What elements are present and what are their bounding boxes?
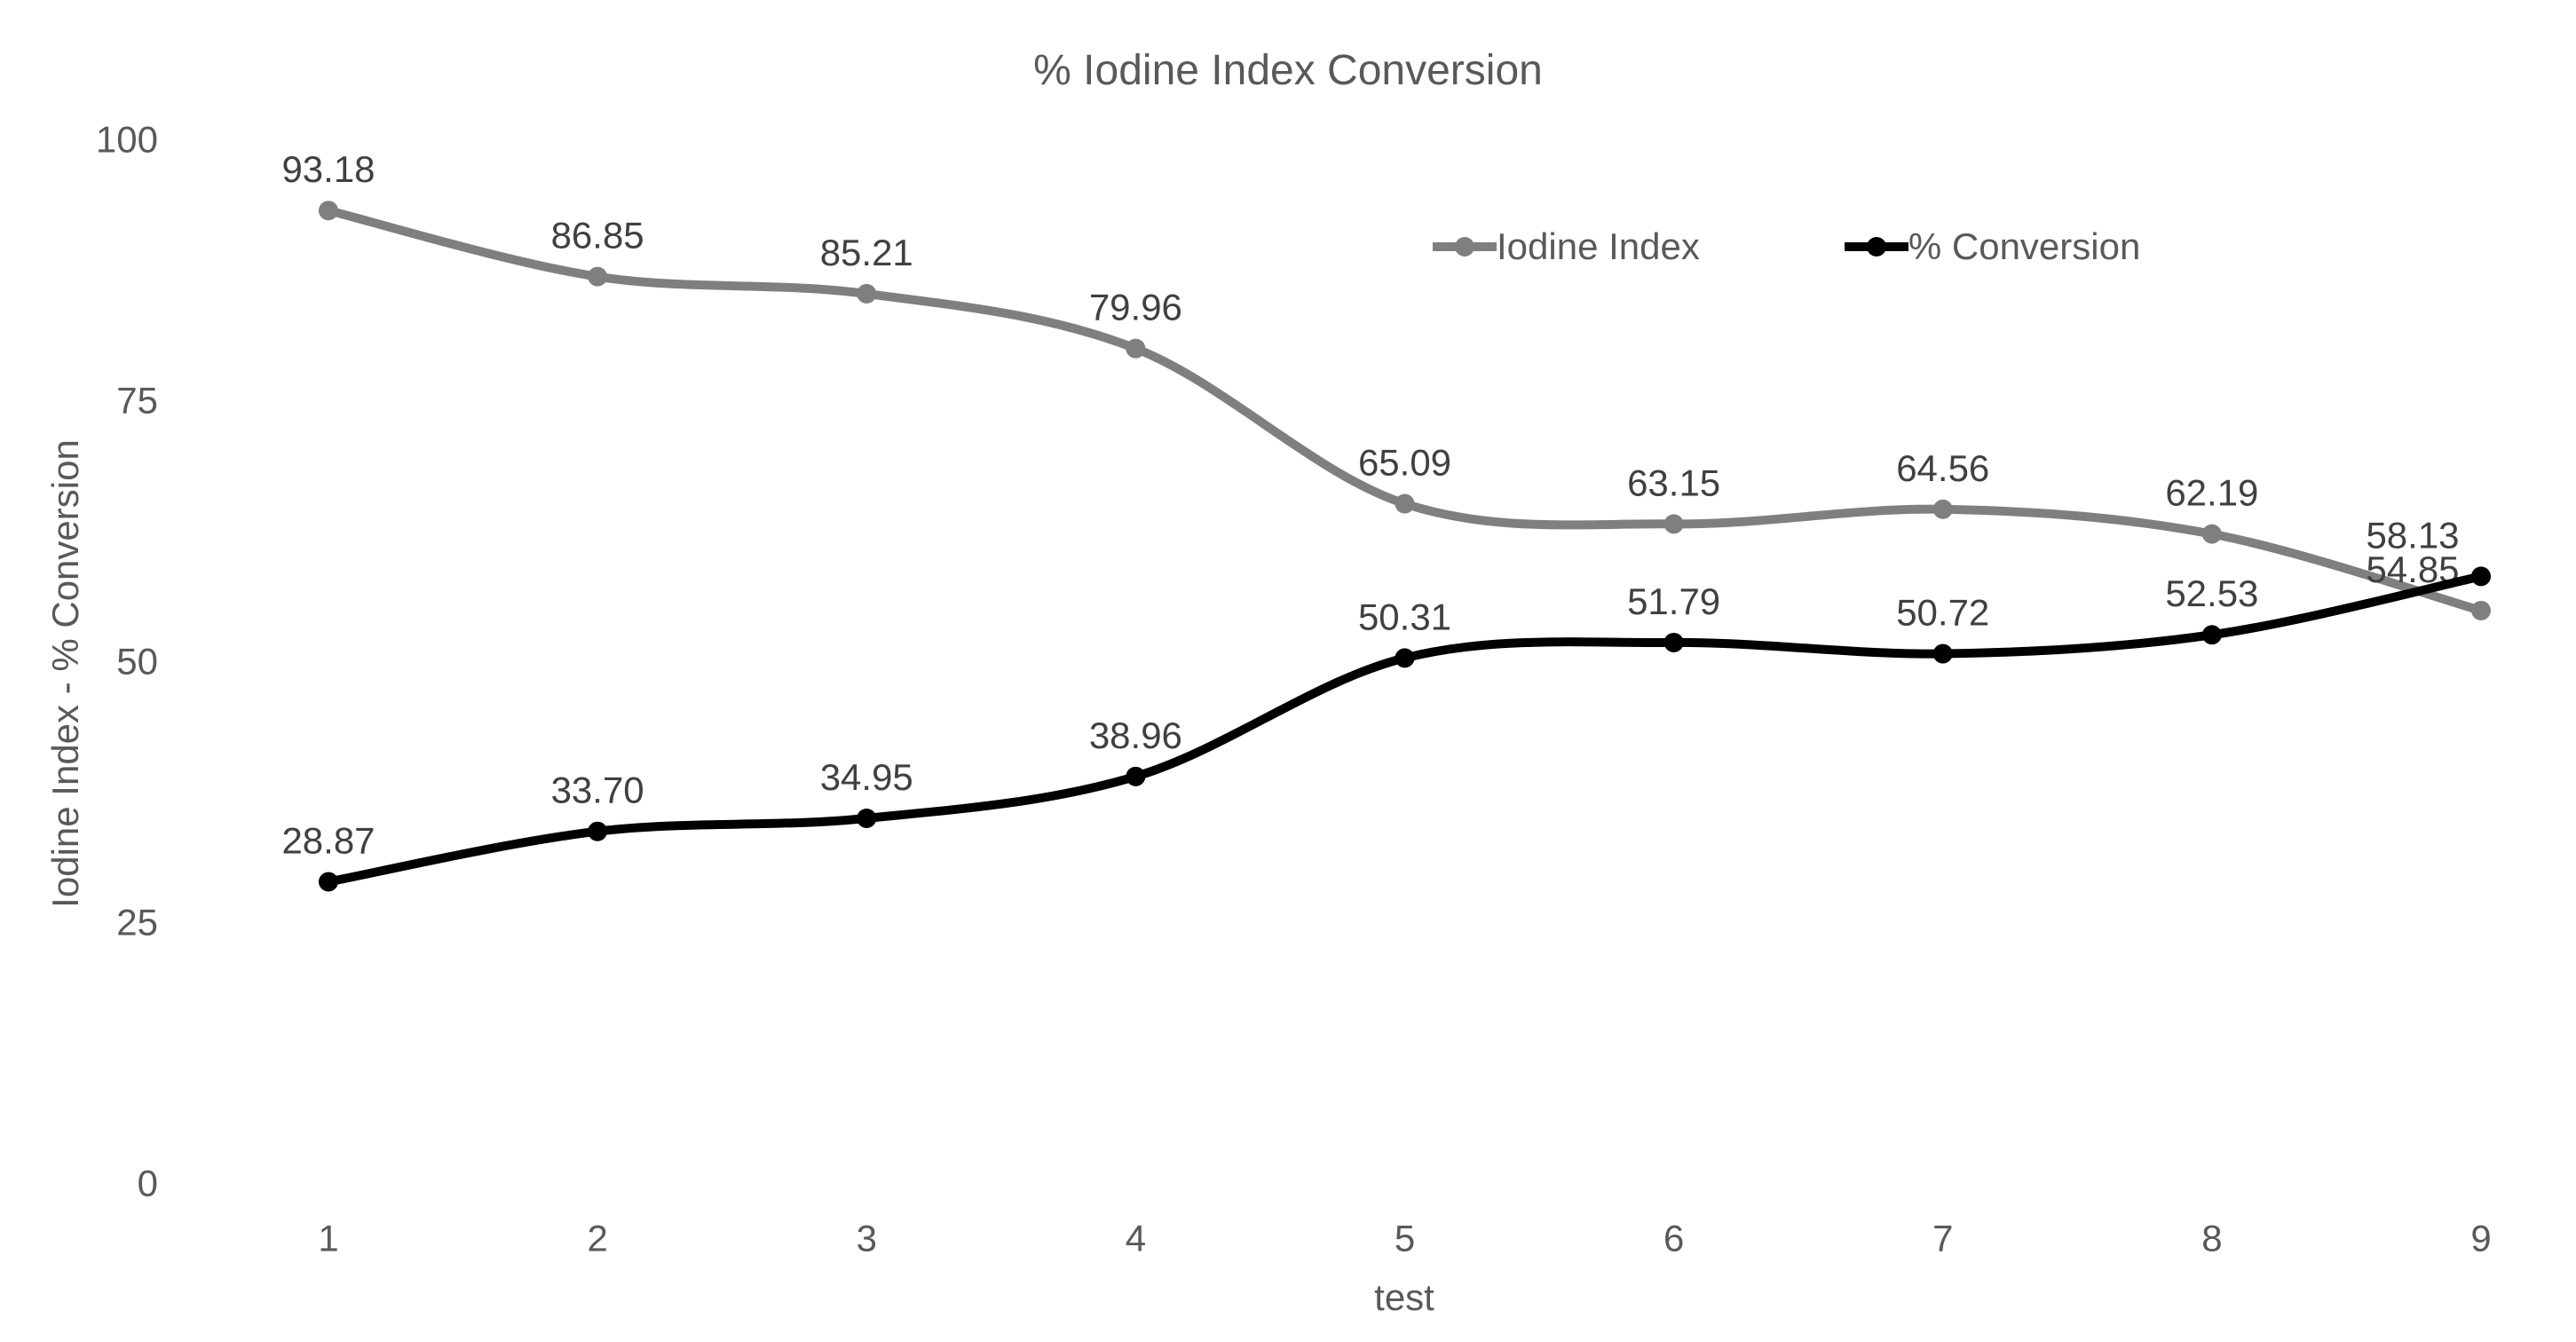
- conversion-data-label-9: 58.13: [2366, 514, 2459, 556]
- legend-label-iodine-index: Iodine Index: [1497, 225, 1700, 267]
- iodine-index-line: [324, 206, 2485, 615]
- x-tick-label-6: 6: [1663, 1218, 1684, 1259]
- x-axis-title: test: [1374, 1276, 1434, 1318]
- conversion-point-9: [2471, 566, 2491, 587]
- iodine-index-point-8: [2201, 524, 2222, 544]
- iodine-index-point-9: [2471, 600, 2491, 620]
- y-tick-label-75: 75: [116, 380, 158, 422]
- conversion-point-5: [1395, 648, 1415, 668]
- conversion-point-8: [2201, 625, 2222, 645]
- conversion-data-label-4: 38.96: [1089, 714, 1182, 756]
- x-tick-label-1: 1: [318, 1218, 338, 1259]
- conversion-point-4: [1126, 766, 1146, 786]
- x-tick-label-7: 7: [1932, 1218, 1953, 1259]
- iodine-index-data-label-7: 64.56: [1896, 447, 1989, 489]
- iodine-index-data-label-1: 93.18: [281, 148, 375, 190]
- legend-label-conversion: % Conversion: [1908, 225, 2141, 267]
- legend: Iodine Index % Conversion: [1433, 225, 2140, 268]
- conversion-point-7: [1932, 643, 1953, 664]
- conversion-data-label-7: 50.72: [1896, 592, 1989, 634]
- iodine-index-point-6: [1663, 514, 1684, 534]
- x-tick-label-4: 4: [1126, 1218, 1146, 1259]
- y-tick-label-100: 100: [96, 119, 158, 161]
- y-tick-label-25: 25: [116, 902, 158, 943]
- chart-title: % Iodine Index Conversion: [1033, 47, 1543, 94]
- iodine-index-data-label-4: 79.96: [1089, 287, 1182, 328]
- conversion-point-6: [1663, 632, 1684, 652]
- iodine-index-point-3: [857, 283, 877, 304]
- iodine-index-data-label-5: 65.09: [1358, 442, 1451, 484]
- x-tick-label-2: 2: [587, 1218, 607, 1259]
- iodine-index-point-2: [588, 266, 608, 287]
- legend-item-iodine-index: Iodine Index: [1433, 225, 1700, 268]
- conversion-data-label-3: 34.95: [820, 756, 913, 798]
- conversion-legend-marker-icon: [1844, 237, 1908, 257]
- iodine-index-data-label-3: 85.21: [820, 232, 913, 273]
- iodine-index-legend-marker-icon: [1433, 237, 1497, 257]
- iodine-index-data-label-2: 86.85: [551, 215, 644, 257]
- iodine-index-point-5: [1395, 493, 1415, 514]
- iodine-index-point-7: [1932, 499, 1953, 519]
- iodine-index-point-1: [319, 201, 338, 221]
- x-tick-label-3: 3: [857, 1218, 877, 1259]
- x-tick-label-5: 5: [1395, 1218, 1415, 1259]
- conversion-point-2: [588, 821, 608, 841]
- conversion-data-label-2: 33.70: [551, 770, 644, 811]
- conversion-data-label-8: 52.53: [2165, 572, 2258, 614]
- conversion-data-label-5: 50.31: [1358, 596, 1451, 637]
- x-tick-label-9: 9: [2470, 1218, 2491, 1259]
- iodine-index-data-label-6: 63.15: [1627, 462, 1720, 503]
- conversion-data-label-6: 51.79: [1627, 580, 1720, 622]
- conversion-point-3: [857, 808, 877, 828]
- y-tick-label-50: 50: [116, 641, 158, 683]
- iodine-index-point-4: [1126, 338, 1146, 359]
- conversion-data-label-1: 28.87: [281, 819, 375, 861]
- conversion-point-1: [319, 872, 338, 892]
- iodine-index-data-label-8: 62.19: [2165, 472, 2258, 514]
- x-tick-label-8: 8: [2201, 1218, 2222, 1259]
- legend-item-conversion: % Conversion: [1844, 225, 2141, 268]
- y-tick-label-0: 0: [138, 1163, 158, 1204]
